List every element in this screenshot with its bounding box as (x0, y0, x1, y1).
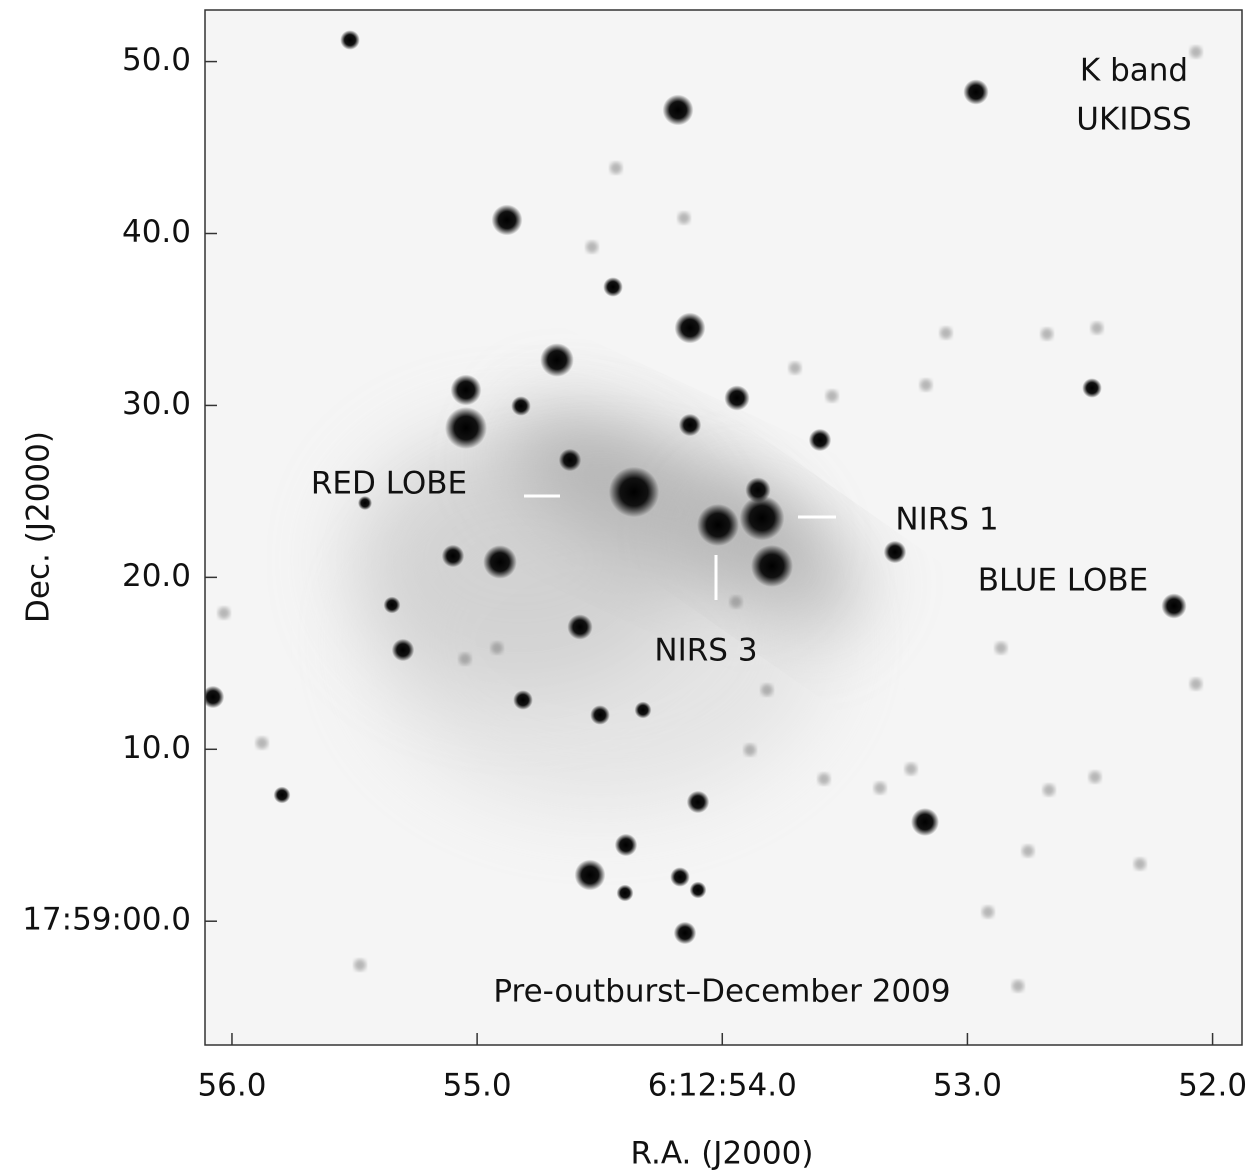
star (674, 312, 706, 344)
marker-lines (524, 494, 836, 600)
faint-star (874, 782, 886, 794)
star (558, 448, 582, 472)
star (383, 596, 401, 614)
star (590, 705, 610, 725)
y-tick-label: 17:59:00.0 (22, 902, 191, 938)
annotation: NIRS 3 (654, 633, 757, 669)
star (513, 690, 533, 710)
y-tick-label: 10.0 (122, 730, 191, 766)
star (540, 343, 574, 377)
faint-star (218, 607, 230, 619)
star (1161, 593, 1187, 619)
sky-image (205, 10, 1242, 1045)
faint-star (1091, 322, 1103, 334)
y-tick-label: 30.0 (122, 386, 191, 422)
y-axis-label: Dec. (J2000) (21, 431, 57, 623)
star (689, 881, 707, 899)
star (670, 867, 690, 887)
star (445, 407, 487, 449)
faint-star (459, 653, 471, 665)
faint-star (1043, 784, 1055, 796)
star (673, 921, 697, 945)
star (608, 466, 660, 518)
y-tick-label: 50.0 (122, 42, 191, 78)
star (273, 786, 291, 804)
faint-star (610, 162, 622, 174)
star (686, 790, 710, 814)
annotation: K band (1080, 53, 1188, 89)
star (634, 701, 652, 719)
x-tick-label: 52.0 (1178, 1068, 1247, 1104)
faint-star (491, 642, 503, 654)
x-tick-label: 53.0 (933, 1068, 1002, 1104)
star (391, 638, 415, 662)
star (491, 204, 523, 236)
star (358, 496, 372, 510)
faint-star (982, 906, 994, 918)
star (511, 396, 531, 416)
faint-star (818, 773, 830, 785)
star (808, 428, 832, 452)
star (678, 413, 702, 437)
faint-star (256, 737, 268, 749)
star (963, 79, 989, 105)
faint-star (1190, 46, 1202, 58)
faint-star (920, 379, 932, 391)
star (751, 545, 793, 587)
faint-star (995, 642, 1007, 654)
annotation: BLUE LOBE (978, 563, 1149, 599)
faint-star (905, 763, 917, 775)
star (883, 540, 907, 564)
annotation: NIRS 1 (895, 502, 998, 538)
x-tick-label: 56.0 (197, 1068, 266, 1104)
faint-star (1012, 980, 1024, 992)
star (483, 545, 517, 579)
faint-star (730, 596, 742, 608)
faint-star (586, 241, 598, 253)
annotation: UKIDSS (1076, 102, 1191, 138)
annotation: RED LOBE (311, 466, 467, 502)
faint-star (1134, 858, 1146, 870)
faint-star (761, 684, 773, 696)
plot-frame (204, 9, 1243, 1046)
x-axis-label: R.A. (J2000) (631, 1136, 814, 1172)
star (745, 477, 771, 503)
faint-star (1041, 328, 1053, 340)
faint-star (354, 959, 366, 971)
x-tick-label: 55.0 (443, 1068, 512, 1104)
star (441, 544, 465, 568)
faint-star (1190, 678, 1202, 690)
star (697, 504, 739, 546)
star (911, 808, 939, 836)
star (340, 30, 360, 50)
star (567, 614, 593, 640)
star (603, 277, 623, 297)
y-tick-label: 20.0 (122, 558, 191, 594)
faint-star (1089, 771, 1101, 783)
star (1082, 378, 1102, 398)
faint-star (940, 327, 952, 339)
star (739, 495, 785, 541)
star (616, 884, 634, 902)
annotation: Pre-outburst–December 2009 (493, 974, 950, 1010)
faint-star (789, 362, 801, 374)
star (574, 859, 606, 891)
y-tick-label: 40.0 (122, 214, 191, 250)
faint-star (1022, 845, 1034, 857)
faint-star (826, 390, 838, 402)
x-tick-label: 6:12:54.0 (648, 1068, 797, 1104)
faint-star (678, 212, 690, 224)
star (205, 685, 225, 709)
star (614, 833, 638, 857)
star (662, 94, 694, 126)
faint-star (744, 744, 756, 756)
star (724, 385, 750, 411)
star (450, 374, 482, 406)
